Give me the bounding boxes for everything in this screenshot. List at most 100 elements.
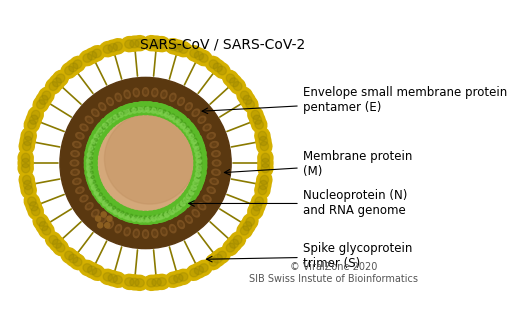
Ellipse shape — [82, 197, 86, 200]
Ellipse shape — [95, 112, 196, 214]
Ellipse shape — [104, 199, 117, 211]
Ellipse shape — [87, 141, 98, 152]
Ellipse shape — [205, 56, 222, 72]
Ellipse shape — [117, 107, 128, 118]
Ellipse shape — [174, 199, 187, 211]
Ellipse shape — [252, 193, 267, 210]
Ellipse shape — [98, 128, 102, 132]
Ellipse shape — [207, 187, 215, 193]
Ellipse shape — [137, 213, 148, 224]
Ellipse shape — [42, 226, 51, 235]
Ellipse shape — [91, 185, 95, 189]
Ellipse shape — [179, 203, 183, 207]
Ellipse shape — [87, 118, 91, 122]
Ellipse shape — [123, 111, 128, 116]
Ellipse shape — [99, 110, 199, 209]
Ellipse shape — [181, 202, 185, 206]
Ellipse shape — [226, 243, 235, 252]
Ellipse shape — [252, 116, 267, 133]
Ellipse shape — [125, 104, 138, 116]
Ellipse shape — [96, 192, 107, 203]
Ellipse shape — [121, 211, 124, 214]
Ellipse shape — [250, 198, 265, 215]
Ellipse shape — [152, 217, 156, 221]
Text: © ViralZone 2020
SIB Swiss Instute of Bioinformatics: © ViralZone 2020 SIB Swiss Instute of Bi… — [250, 262, 419, 284]
Ellipse shape — [255, 120, 264, 129]
Ellipse shape — [223, 240, 239, 256]
Text: Envelope small membrane protein
pentamer (E): Envelope small membrane protein pentamer… — [202, 86, 507, 114]
Ellipse shape — [175, 269, 192, 285]
Ellipse shape — [184, 192, 195, 203]
Ellipse shape — [137, 216, 142, 222]
Ellipse shape — [188, 186, 199, 197]
Ellipse shape — [168, 42, 178, 51]
Ellipse shape — [242, 96, 258, 112]
Ellipse shape — [169, 110, 180, 121]
Ellipse shape — [149, 103, 162, 115]
Ellipse shape — [94, 111, 97, 115]
Ellipse shape — [212, 151, 220, 157]
Ellipse shape — [102, 201, 108, 206]
Ellipse shape — [134, 102, 147, 115]
Ellipse shape — [196, 157, 201, 162]
Ellipse shape — [186, 128, 190, 132]
Ellipse shape — [87, 153, 91, 156]
Ellipse shape — [106, 204, 111, 209]
Ellipse shape — [171, 227, 174, 231]
Ellipse shape — [260, 175, 268, 185]
Ellipse shape — [180, 123, 185, 128]
Ellipse shape — [87, 52, 97, 60]
Ellipse shape — [230, 78, 239, 87]
Ellipse shape — [135, 39, 144, 47]
Ellipse shape — [144, 211, 157, 224]
Ellipse shape — [171, 201, 184, 214]
Ellipse shape — [135, 90, 138, 95]
Ellipse shape — [28, 203, 43, 219]
Ellipse shape — [173, 117, 178, 122]
Ellipse shape — [157, 104, 167, 115]
Ellipse shape — [102, 126, 105, 129]
Ellipse shape — [174, 115, 187, 127]
Ellipse shape — [88, 138, 100, 151]
Ellipse shape — [30, 202, 38, 211]
Ellipse shape — [243, 95, 252, 105]
Ellipse shape — [186, 46, 203, 61]
Ellipse shape — [158, 214, 161, 217]
Ellipse shape — [178, 118, 191, 131]
Ellipse shape — [161, 228, 167, 236]
Ellipse shape — [97, 189, 100, 192]
Ellipse shape — [131, 275, 148, 290]
Ellipse shape — [87, 153, 93, 158]
Ellipse shape — [169, 205, 180, 216]
Ellipse shape — [197, 153, 201, 156]
Ellipse shape — [142, 230, 149, 238]
Ellipse shape — [194, 111, 198, 115]
Ellipse shape — [191, 185, 196, 190]
Ellipse shape — [150, 103, 161, 114]
Ellipse shape — [90, 181, 95, 186]
Ellipse shape — [61, 248, 77, 263]
Ellipse shape — [89, 133, 102, 146]
Ellipse shape — [178, 195, 191, 208]
Ellipse shape — [110, 117, 115, 122]
Ellipse shape — [152, 88, 158, 97]
Ellipse shape — [89, 156, 93, 160]
Ellipse shape — [144, 102, 154, 113]
Ellipse shape — [94, 134, 98, 138]
Ellipse shape — [171, 210, 175, 214]
Ellipse shape — [84, 161, 96, 172]
Ellipse shape — [153, 37, 170, 52]
Ellipse shape — [28, 120, 36, 129]
Ellipse shape — [196, 143, 199, 146]
Ellipse shape — [135, 279, 144, 287]
Ellipse shape — [157, 278, 166, 286]
Ellipse shape — [85, 168, 96, 179]
Ellipse shape — [144, 216, 147, 219]
Ellipse shape — [80, 195, 88, 202]
Ellipse shape — [240, 92, 255, 108]
Ellipse shape — [88, 148, 94, 153]
Ellipse shape — [195, 179, 199, 183]
Ellipse shape — [199, 54, 208, 62]
Text: Membrane protein
(M): Membrane protein (M) — [224, 150, 412, 178]
Ellipse shape — [149, 216, 152, 219]
